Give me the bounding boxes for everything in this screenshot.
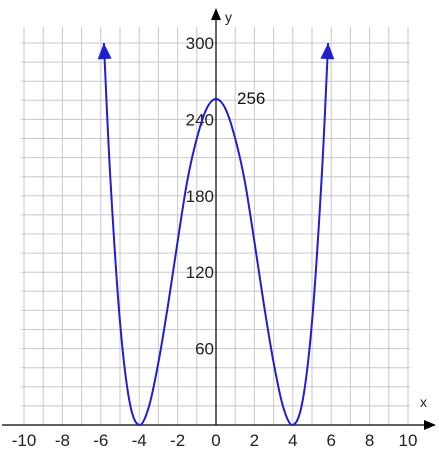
- annotations: 256: [237, 89, 265, 108]
- x-tick-label: -10: [12, 431, 37, 450]
- x-tick-label: -4: [132, 431, 147, 450]
- curve-arrow-icon: [97, 43, 112, 60]
- y-tick-label: 180: [186, 187, 214, 206]
- y-axis-arrow-icon: [211, 8, 221, 20]
- x-tick-label: 6: [326, 431, 335, 450]
- series: [97, 42, 335, 426]
- y-tick-label: 60: [195, 340, 214, 359]
- x-tick-label: 4: [288, 431, 297, 450]
- annotation-label: 256: [237, 89, 265, 108]
- x-tick-labels: -10 -8 -6 -4 -2 0 2 4 6 8 10: [12, 431, 418, 450]
- y-tick-label: 120: [186, 263, 214, 282]
- y-tick-label: 300: [186, 34, 214, 53]
- x-tick-label: 10: [399, 431, 418, 450]
- x-tick-label: 2: [250, 431, 259, 450]
- series-curve: [102, 42, 330, 426]
- x-tick-label: -2: [170, 431, 185, 450]
- x-axis-arrow-icon: [424, 420, 436, 430]
- axes: x y: [2, 8, 436, 430]
- y-axis-label: y: [225, 9, 232, 25]
- y-tick-labels: 60 120 180 240 300: [186, 34, 214, 359]
- x-axis-label: x: [420, 394, 427, 410]
- x-tick-label: -8: [55, 431, 70, 450]
- x-tick-label: 0: [211, 431, 220, 450]
- y-tick-label: 240: [186, 110, 214, 129]
- curve-arrow-icon: [320, 43, 335, 60]
- x-tick-label: 8: [365, 431, 374, 450]
- x-tick-label: -6: [93, 431, 108, 450]
